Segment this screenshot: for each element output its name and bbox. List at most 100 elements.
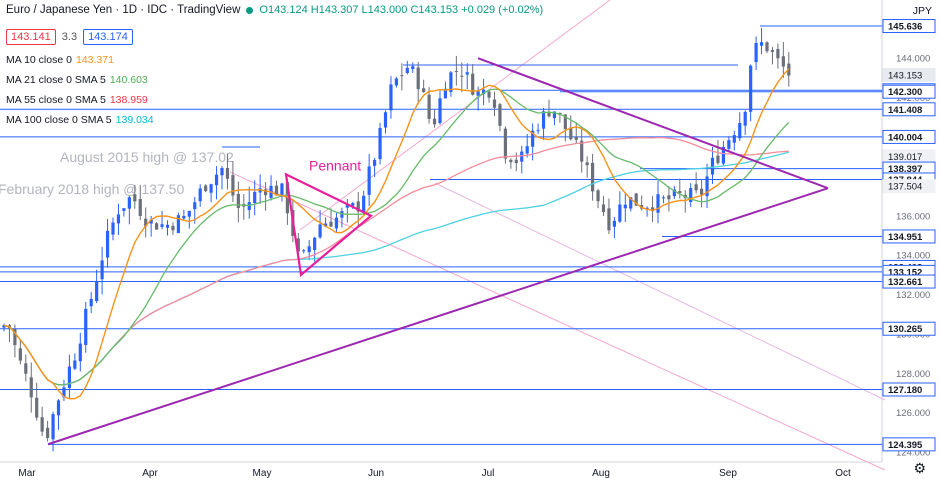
price-label-box [882,437,936,452]
candle [454,71,458,73]
trend-resistance-line [477,57,829,190]
candle [29,377,33,398]
candle [749,65,753,112]
candle [67,366,71,389]
candle [46,427,50,438]
candle [51,414,55,440]
indicator-label: MA 55 close 0 SMA 5 [6,94,106,106]
indicator-ma21[interactable]: MA 21 close 0 SMA 5 140.603 [6,74,148,86]
price-label-box [882,129,936,144]
candle [111,222,115,235]
price-label: 141.408 [888,105,922,116]
candle [661,197,666,199]
quote-boxes: 143.141 3.3 143.174 [6,29,133,45]
candle [389,84,393,111]
candle [503,128,507,159]
candle [623,204,627,209]
candle [770,49,775,52]
candle [89,298,93,307]
candle [656,194,660,213]
chart-header: Euro / Japanese Yen · 1D · IDC · Trading… [6,4,543,16]
candle [138,199,142,216]
y-tick-label: 136.000 [896,211,930,222]
indicator-ma100[interactable]: MA 100 close 0 SMA 5 139.034 [6,114,154,126]
price-label-box [882,67,936,82]
candle [563,114,567,130]
gear-icon[interactable]: ⚙ [913,460,926,476]
candle [552,111,557,119]
candle [634,193,638,206]
candle [727,140,731,149]
candle [514,159,518,164]
market-status-dot-icon [246,6,254,14]
candle [743,111,747,126]
candle [329,221,333,227]
candle [2,325,6,328]
candle [400,75,404,77]
candle [318,224,322,238]
candle [84,308,88,345]
y-tick-label: 132.000 [896,290,930,301]
candle [100,260,104,280]
candle [601,204,606,213]
candle [443,88,448,99]
pennant-label: Pennant [309,157,361,173]
candle [176,215,180,234]
indicator-value: 138.959 [109,94,148,106]
candle [214,174,219,186]
candle [645,207,649,209]
sell-price-box[interactable]: 143.141 [6,29,56,45]
candle [471,73,475,95]
price-label: 137.504 [888,182,922,193]
spread-value: 3.3 [61,31,78,43]
candle [672,189,676,197]
candle [198,188,202,202]
candle [689,188,693,203]
candle [105,230,110,258]
price-label: 127.180 [888,385,922,396]
indicator-ma55[interactable]: MA 55 close 0 SMA 5 138.959 [6,94,148,106]
buy-price-box[interactable]: 143.174 [83,29,133,45]
candle [449,72,453,92]
channel-line [434,182,886,401]
candle [732,135,736,143]
candle [460,75,464,77]
candle [525,146,529,154]
candle [280,183,284,196]
candle [547,111,551,117]
candle [591,162,595,192]
price-label-box [882,102,936,117]
candle [710,157,715,175]
indicator-value: 143.371 [75,54,114,66]
candle [225,168,230,179]
candle [133,194,137,202]
price-label-box [882,19,936,34]
candle [585,162,589,166]
candle [56,400,61,416]
indicator-ma10[interactable]: MA 10 close 0 143.371 [6,54,114,66]
candle [274,185,279,196]
candle [122,208,126,211]
candle [307,246,311,253]
price-label: 124.395 [888,440,923,451]
pennant-triangle [284,172,374,277]
candle [754,42,758,63]
candle [231,175,235,196]
candle [487,91,491,98]
candle [116,214,121,224]
candle [323,223,328,227]
indicator-value: 139.034 [115,114,154,126]
candle [476,91,480,96]
indicator-label: MA 100 close 0 SMA 5 [6,114,112,126]
candle [394,78,398,86]
x-tick-label: Sep [719,468,737,479]
candle [667,195,671,200]
candle [438,98,442,124]
x-tick-label: May [253,468,272,479]
candle [759,42,764,46]
x-tick-label: Jun [368,468,384,479]
y-tick-label: 134.000 [896,251,930,262]
symbol-title[interactable]: Euro / Japanese Yen · 1D · IDC · Trading… [6,4,241,16]
candle [367,166,371,195]
